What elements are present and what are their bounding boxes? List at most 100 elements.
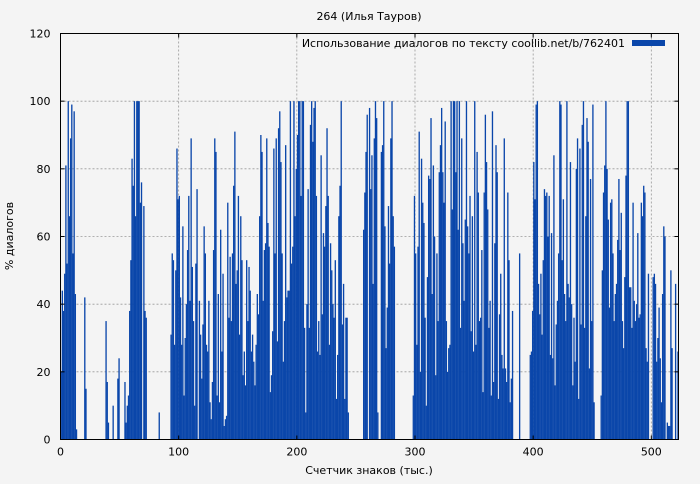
bar: [589, 178, 592, 440]
bar: [653, 273, 656, 440]
bar: [233, 185, 235, 440]
bar: [306, 304, 308, 440]
bar: [125, 422, 127, 440]
bar: [453, 101, 456, 440]
bar: [143, 206, 145, 440]
bar: [641, 216, 644, 440]
bar: [309, 124, 312, 440]
bar: [617, 239, 619, 440]
bar: [287, 290, 289, 440]
bar: [548, 195, 550, 440]
bar: [347, 412, 349, 440]
bar: [126, 405, 129, 440]
bar: [326, 128, 328, 440]
x-axis-label: Счетчик знаков (тыс.): [305, 464, 433, 477]
bar: [190, 138, 192, 440]
bar: [445, 321, 448, 440]
bar: [183, 395, 185, 440]
bar: [580, 324, 582, 440]
bar: [313, 107, 315, 440]
bar: [61, 290, 64, 440]
bar: [674, 283, 677, 440]
bar: [205, 344, 208, 440]
bar: [656, 361, 658, 440]
bar: [511, 310, 514, 440]
bar: [429, 178, 431, 440]
bar: [182, 226, 184, 440]
bar: [308, 327, 310, 440]
bar: [279, 111, 281, 440]
bar: [476, 151, 478, 440]
bar: [518, 253, 521, 440]
bar: [592, 104, 594, 440]
bar: [417, 246, 419, 440]
bar: [578, 398, 580, 440]
bar: [282, 361, 284, 440]
bar: [622, 348, 625, 440]
bar: [215, 151, 217, 440]
bar: [644, 192, 646, 440]
bar: [388, 263, 391, 440]
bar: [370, 189, 372, 440]
bar: [324, 246, 326, 440]
bar: [276, 341, 279, 440]
bar: [266, 138, 268, 440]
bar: [549, 354, 552, 440]
bar: [536, 101, 539, 440]
bar: [260, 135, 262, 440]
bar: [320, 155, 322, 440]
bar: [294, 216, 296, 440]
bar: [118, 358, 120, 440]
bar: [601, 270, 604, 440]
chart-title: 264 (Илья Тауров): [316, 10, 421, 23]
bar: [329, 243, 332, 440]
bar: [314, 101, 316, 440]
bar: [344, 398, 346, 440]
bar: [559, 101, 561, 440]
legend-swatch: [632, 40, 665, 46]
bar: [646, 361, 648, 440]
bar: [530, 351, 533, 440]
bar: [613, 321, 615, 440]
bar: [262, 300, 264, 440]
bar: [117, 378, 119, 440]
bar: [85, 388, 87, 440]
bar: [316, 351, 319, 440]
bar: [373, 138, 375, 440]
x-tick-label: 400: [523, 446, 544, 459]
bar: [60, 371, 62, 440]
bar: [198, 300, 201, 440]
bar: [443, 202, 445, 440]
bar: [555, 324, 557, 440]
bar: [661, 294, 664, 440]
bar: [224, 419, 227, 440]
bar: [243, 351, 245, 440]
bar: [295, 168, 297, 440]
bar: [427, 175, 430, 440]
bar: [250, 351, 253, 440]
bar: [235, 283, 237, 440]
bar: [475, 344, 477, 440]
bar: [84, 297, 86, 440]
bar: [386, 307, 388, 440]
bar: [488, 327, 490, 440]
bar: [366, 114, 368, 440]
bar: [669, 425, 671, 440]
bar: [466, 226, 469, 440]
bar: [231, 253, 234, 440]
bar: [192, 321, 195, 440]
bar: [633, 300, 635, 440]
bar: [570, 304, 573, 440]
bar: [546, 192, 548, 440]
bar: [175, 270, 177, 440]
bar: [449, 344, 451, 440]
bar: [418, 131, 420, 440]
bar: [217, 294, 219, 440]
bar: [560, 104, 562, 440]
bar: [602, 192, 605, 440]
bar: [65, 165, 67, 440]
bar: [273, 148, 275, 440]
bar: [214, 138, 216, 440]
bar: [145, 317, 147, 440]
bar: [505, 381, 508, 440]
